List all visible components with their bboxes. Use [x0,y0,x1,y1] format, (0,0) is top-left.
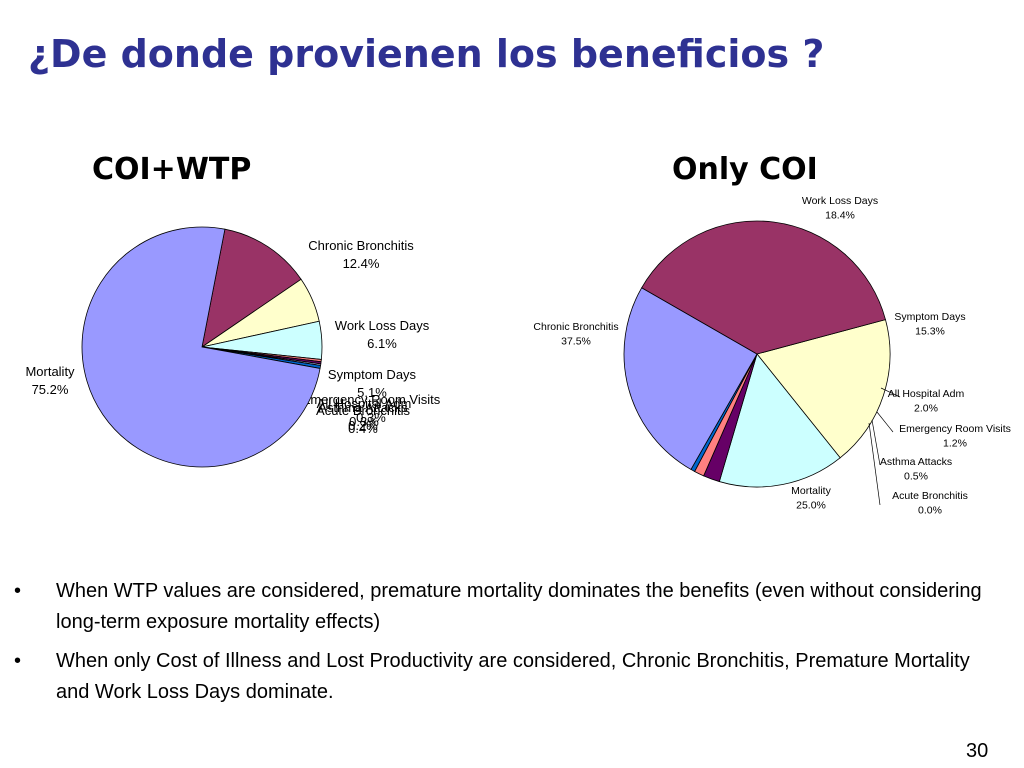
slice-value-chronic-bronchitis: 12.4% [343,256,380,271]
slide-title: ¿De donde provienen los beneficios ? [28,32,825,76]
slice-label-all-hospital-adm: All Hospital Adm [317,396,412,411]
slice-value-acute-bronchitis: 0.0% [918,505,942,517]
slice-label-mortality: Mortality [25,364,75,379]
bullet-text: When WTP values are considered, prematur… [56,580,982,633]
leader-line [880,387,901,398]
pie-slice-chronic-bronchitis [641,220,886,355]
bullet-list: • When WTP values are considered, premat… [14,576,1004,716]
slice-label-asthma-attacks: Asthma Attacks [318,400,408,415]
slice-value-chronic-bronchitis: 37.5% [561,336,591,348]
pie-slice-mortality [623,287,758,470]
chart-title-coi-wtp: COI+WTP [92,152,252,187]
slice-value-symptom-days: 5.1% [357,385,387,400]
page-number: 30 [966,740,989,762]
slice-label-chronic-bronchitis: Chronic Bronchitis [533,321,618,333]
slice-value-all-hospital-adm: 2.0% [914,403,938,415]
slice-label-symptom-days: Symptom Days [328,367,417,382]
pie-slice-symptom-days [718,353,841,488]
slice-label-emergency-room-visits: Emergency Room Visits [302,392,441,407]
bullet-text: When only Cost of Illness and Lost Produ… [56,650,970,703]
slice-label-mortality: Mortality [791,485,831,497]
leader-line [876,411,894,433]
bullet-item: • When only Cost of Illness and Lost Pro… [14,646,1004,708]
slice-value-work-loss-days: 6.1% [367,336,397,351]
slice-value-emergency-room-visits: 1.2% [943,438,967,450]
slice-value-all-hospital-adm: 0.3% [349,414,379,429]
slice-label-acute-bronchitis: Acute Bronchitis [892,490,968,502]
pie-slice-mortality [81,226,321,468]
leader-line [868,422,881,506]
slice-value-acute-bronchitis: 0.4% [348,421,378,436]
slice-label-work-loss-days: Work Loss Days [802,195,878,207]
slice-value-emergency-room-visits: 0.3% [356,410,386,425]
slice-value-asthma-attacks: 0.5% [904,471,928,483]
slice-label-chronic-bronchitis: Chronic Bronchitis [308,238,414,253]
pie-slice-chronic-bronchitis [201,228,302,348]
slice-value-asthma-attacks: 0.2% [348,418,378,433]
slice-label-all-hospital-adm: All Hospital Adm [888,388,965,400]
slice-label-acute-bronchitis: Acute Bronchitis [316,403,410,418]
slice-label-work-loss-days: Work Loss Days [335,318,430,333]
slice-label-emergency-room-visits: Emergency Room Visits [899,423,1011,435]
slice-value-mortality: 25.0% [796,500,826,512]
bullet-item: • When WTP values are considered, premat… [14,576,1004,638]
bullet-dot: • [14,580,22,602]
slice-label-symptom-days: Symptom Days [894,311,965,323]
slice-label-asthma-attacks: Asthma Attacks [880,456,952,468]
bullet-dot: • [14,650,22,672]
slice-value-mortality: 75.2% [32,382,69,397]
slice-value-symptom-days: 15.3% [915,326,945,338]
slice-value-work-loss-days: 18.4% [825,210,855,222]
chart-title-only-coi: Only COI [672,152,818,187]
leader-line [871,419,881,466]
pie-slice-work-loss-days [756,319,891,459]
